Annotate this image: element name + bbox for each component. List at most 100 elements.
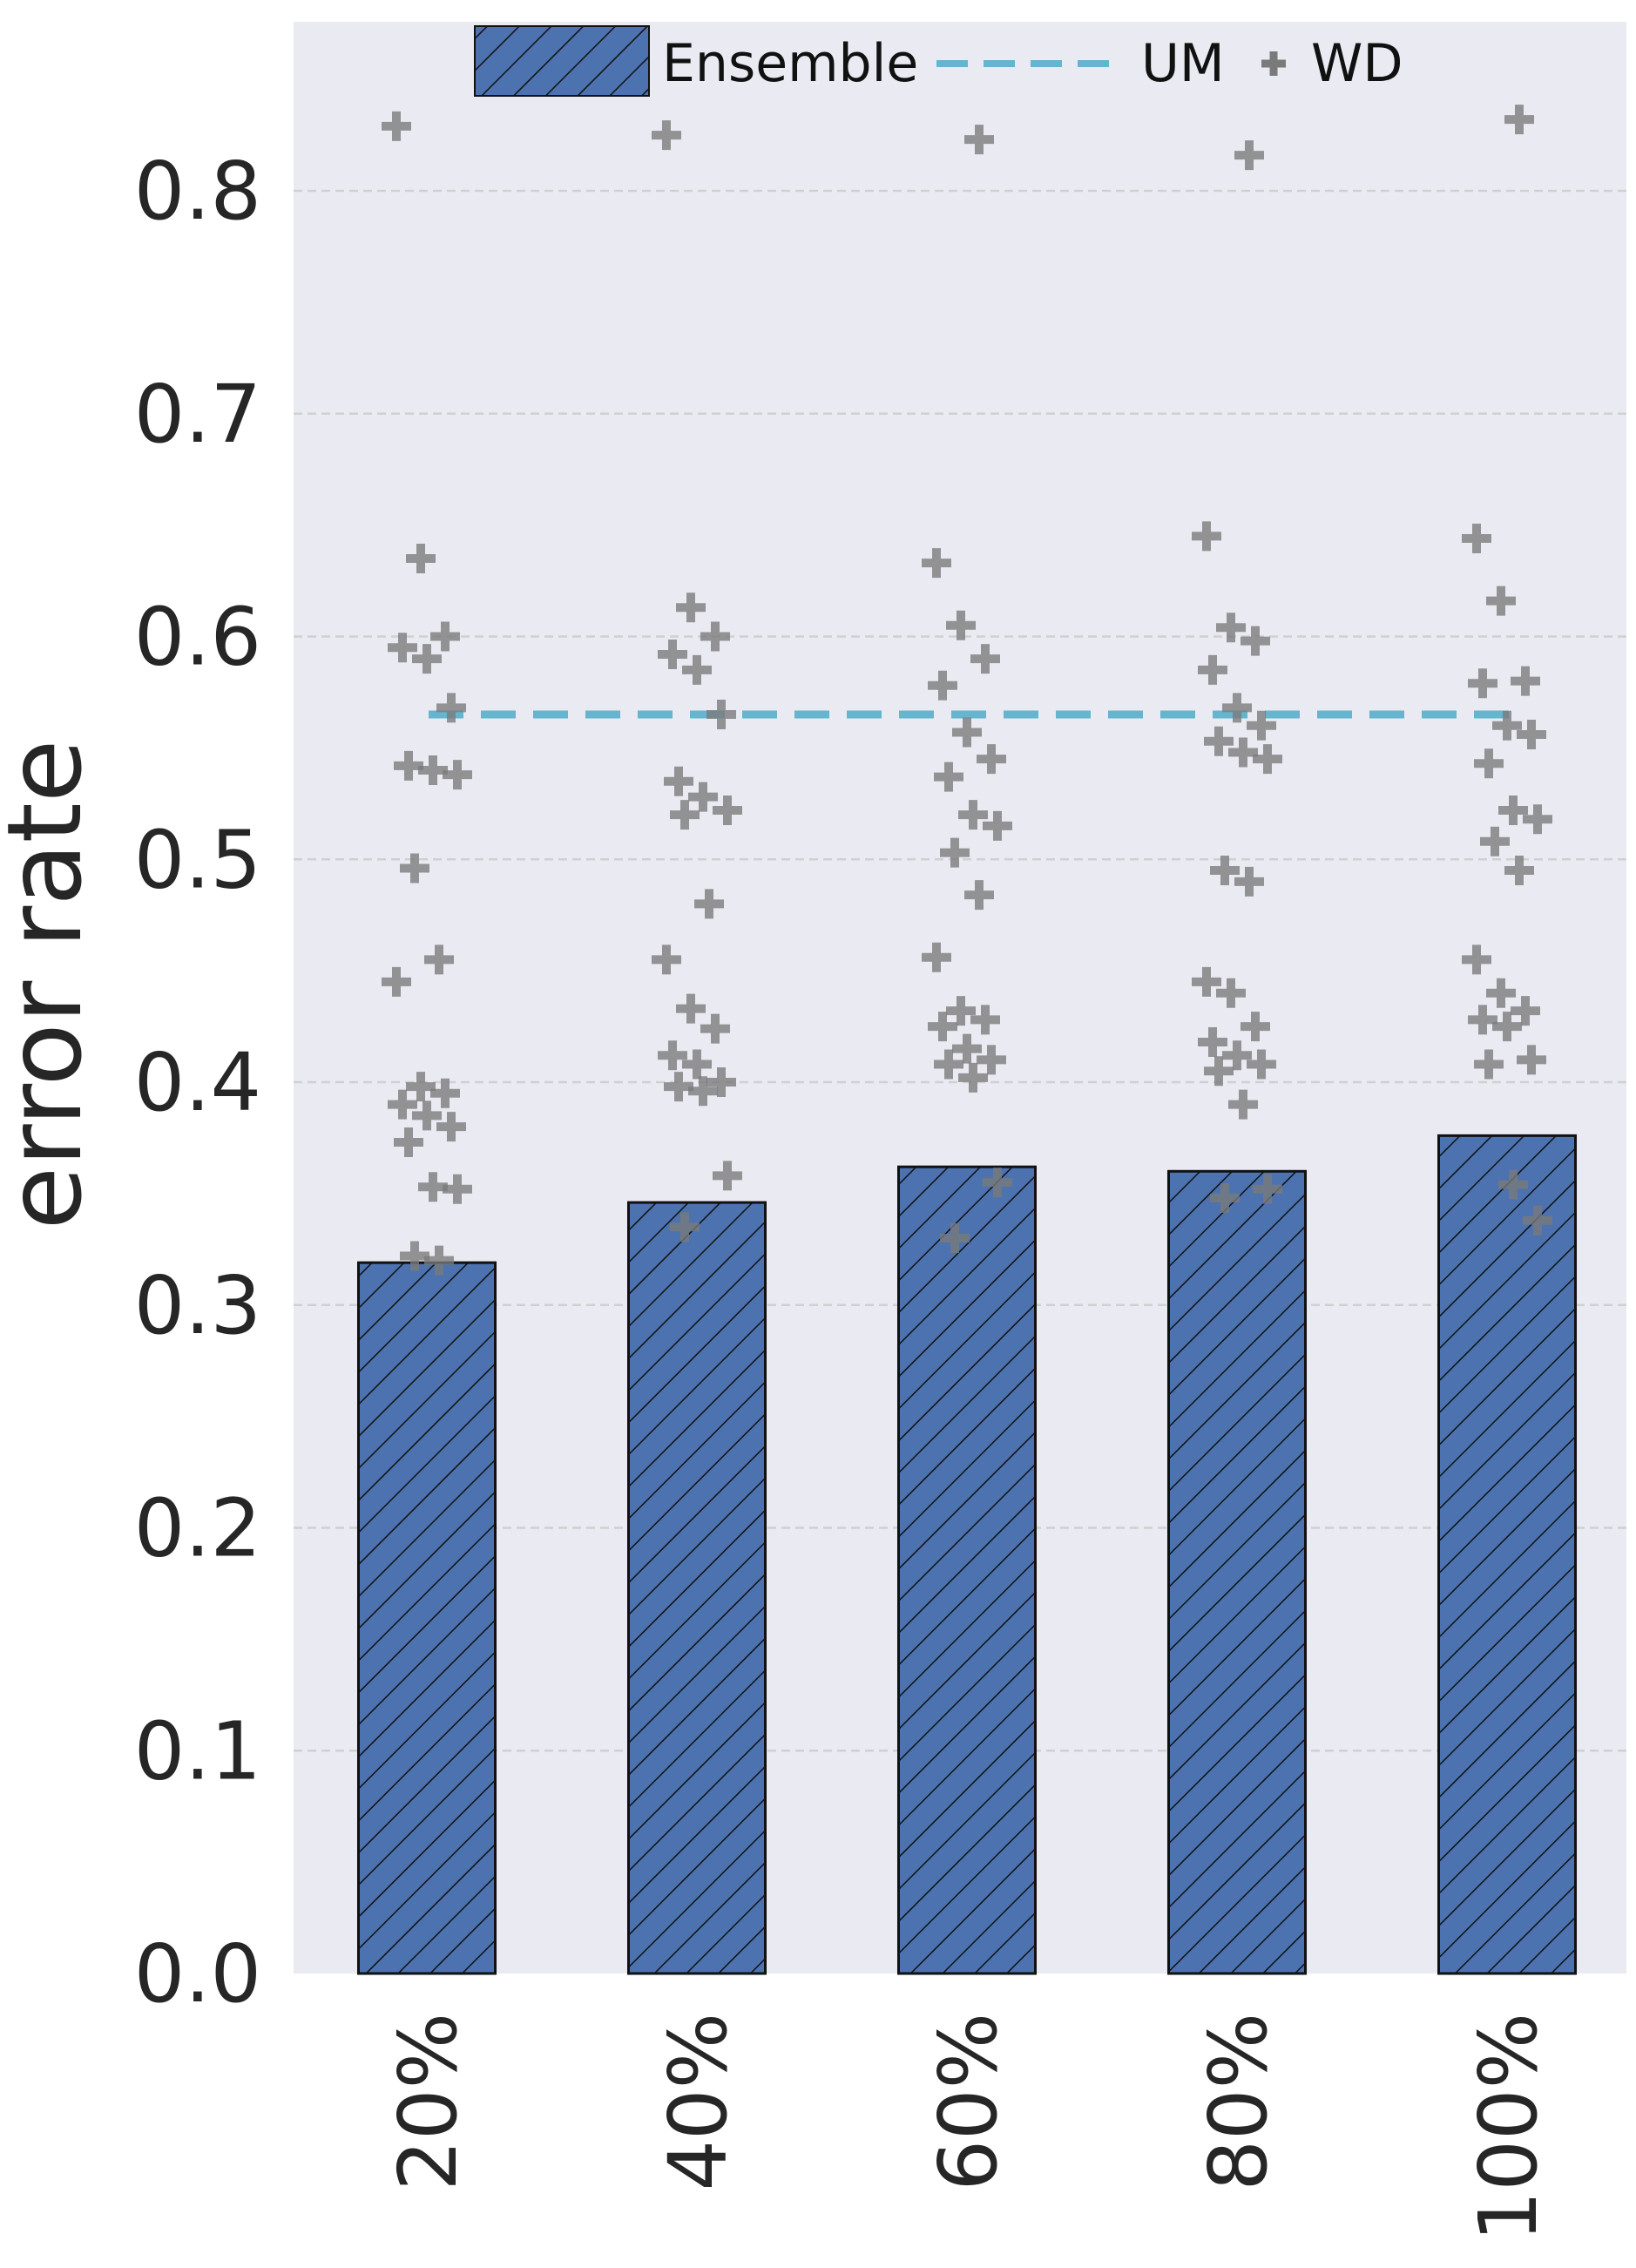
wd-point (964, 880, 994, 911)
wd-point (983, 810, 1012, 841)
wd-point (1480, 826, 1510, 856)
wd-point (406, 543, 436, 573)
wd-point (940, 1223, 970, 1254)
wd-point (676, 993, 706, 1024)
wd-point (983, 1168, 1012, 1198)
wd-point (958, 800, 988, 830)
wd-point (1492, 1012, 1522, 1042)
y-tick-label: 0.1 (134, 1704, 261, 1797)
wd-point (1204, 726, 1234, 756)
wd-point (400, 853, 429, 884)
wd-point (706, 1067, 736, 1097)
wd-point (388, 633, 417, 663)
wd-point (670, 1212, 700, 1242)
legend-wd-label: WD (1311, 33, 1403, 94)
wd-point (1486, 586, 1516, 616)
ensemble-bar-hatch (357, 1261, 497, 1975)
wd-point (412, 644, 442, 674)
wd-point (928, 670, 957, 701)
wd-point (964, 125, 994, 155)
wd-point (928, 1012, 957, 1042)
wd-point (1486, 978, 1516, 1008)
wd-point (1517, 1045, 1546, 1075)
wd-point (1253, 1174, 1282, 1204)
wd-point (952, 1033, 982, 1064)
wd-point (443, 760, 472, 790)
wd-point (1468, 1005, 1497, 1035)
wd-point (670, 800, 700, 830)
ensemble-bar-hatch (897, 1165, 1037, 1975)
wd-point (1462, 523, 1491, 553)
wd-point (1474, 1049, 1504, 1080)
scatter-layer (382, 105, 1552, 1276)
wd-point (1198, 654, 1227, 685)
wd-point (706, 700, 736, 730)
wd-point (977, 744, 1006, 775)
legend-ensemble-swatch-hatch (474, 25, 650, 97)
x-tick-label: 20% (382, 2013, 475, 2190)
wd-point (713, 1161, 742, 1191)
ensemble-bar-hatch (1437, 1134, 1577, 1975)
wd-point (682, 1049, 712, 1080)
wd-point (700, 621, 730, 652)
wd-point (424, 944, 454, 975)
wd-point (688, 782, 718, 812)
wd-point (1504, 105, 1534, 135)
wd-point (1474, 748, 1504, 779)
wd-point (658, 1040, 687, 1071)
ensemble-bar-hatch (1167, 1169, 1307, 1975)
y-tick-label: 0.3 (134, 1259, 261, 1352)
wd-point (694, 889, 724, 919)
wd-point (1517, 720, 1546, 750)
y-tick-label: 0.7 (134, 368, 261, 461)
wd-point (1468, 668, 1497, 699)
x-tick-label: 100% (1462, 2013, 1555, 2242)
wd-point (922, 548, 951, 579)
y-tick-label: 0.2 (134, 1482, 261, 1575)
x-tick-label: 40% (652, 2013, 745, 2190)
wd-point (664, 1072, 693, 1102)
legend-ensemble-label: Ensemble (662, 33, 918, 94)
wd-point (430, 1078, 460, 1108)
wd-point (382, 111, 411, 141)
wd-point (1210, 856, 1240, 886)
x-tick-labels: 20% 40% 60% 80% 100% (382, 2013, 1555, 2242)
wd-point (1247, 710, 1276, 741)
wd-point (430, 621, 460, 652)
wd-point (1228, 1089, 1258, 1120)
wd-point (436, 693, 466, 723)
wd-point (1241, 626, 1270, 656)
wd-point (977, 1045, 1006, 1075)
wd-point (412, 1100, 442, 1131)
wd-point (1228, 737, 1258, 768)
wd-point (652, 944, 681, 975)
y-tick-label: 0.4 (134, 1036, 261, 1129)
wd-point (658, 639, 687, 669)
wd-point (1234, 866, 1264, 897)
wd-point (406, 1072, 436, 1102)
wd-point (1216, 978, 1246, 1008)
y-tick-label: 0.8 (134, 145, 261, 238)
wd-point (436, 1112, 466, 1142)
wd-point (688, 1076, 718, 1107)
wd-point (1222, 1040, 1252, 1071)
x-tick-label: 80% (1192, 2013, 1285, 2190)
wd-point (1523, 804, 1552, 835)
wd-point (1216, 613, 1246, 643)
wd-point (1523, 1205, 1552, 1236)
wd-point (443, 1174, 472, 1204)
wd-point (713, 795, 742, 825)
wd-point (1462, 944, 1491, 975)
wd-point (418, 755, 448, 785)
wd-point (940, 837, 970, 868)
legend-um-label: UM (1141, 33, 1225, 94)
bar-layer (357, 1134, 1577, 1975)
wd-point (400, 1241, 429, 1271)
wd-point (970, 644, 1000, 674)
y-tick-label: 0.0 (134, 1927, 261, 2021)
wd-point (1511, 996, 1540, 1026)
wd-point (952, 717, 982, 748)
wd-point (1210, 1182, 1240, 1213)
